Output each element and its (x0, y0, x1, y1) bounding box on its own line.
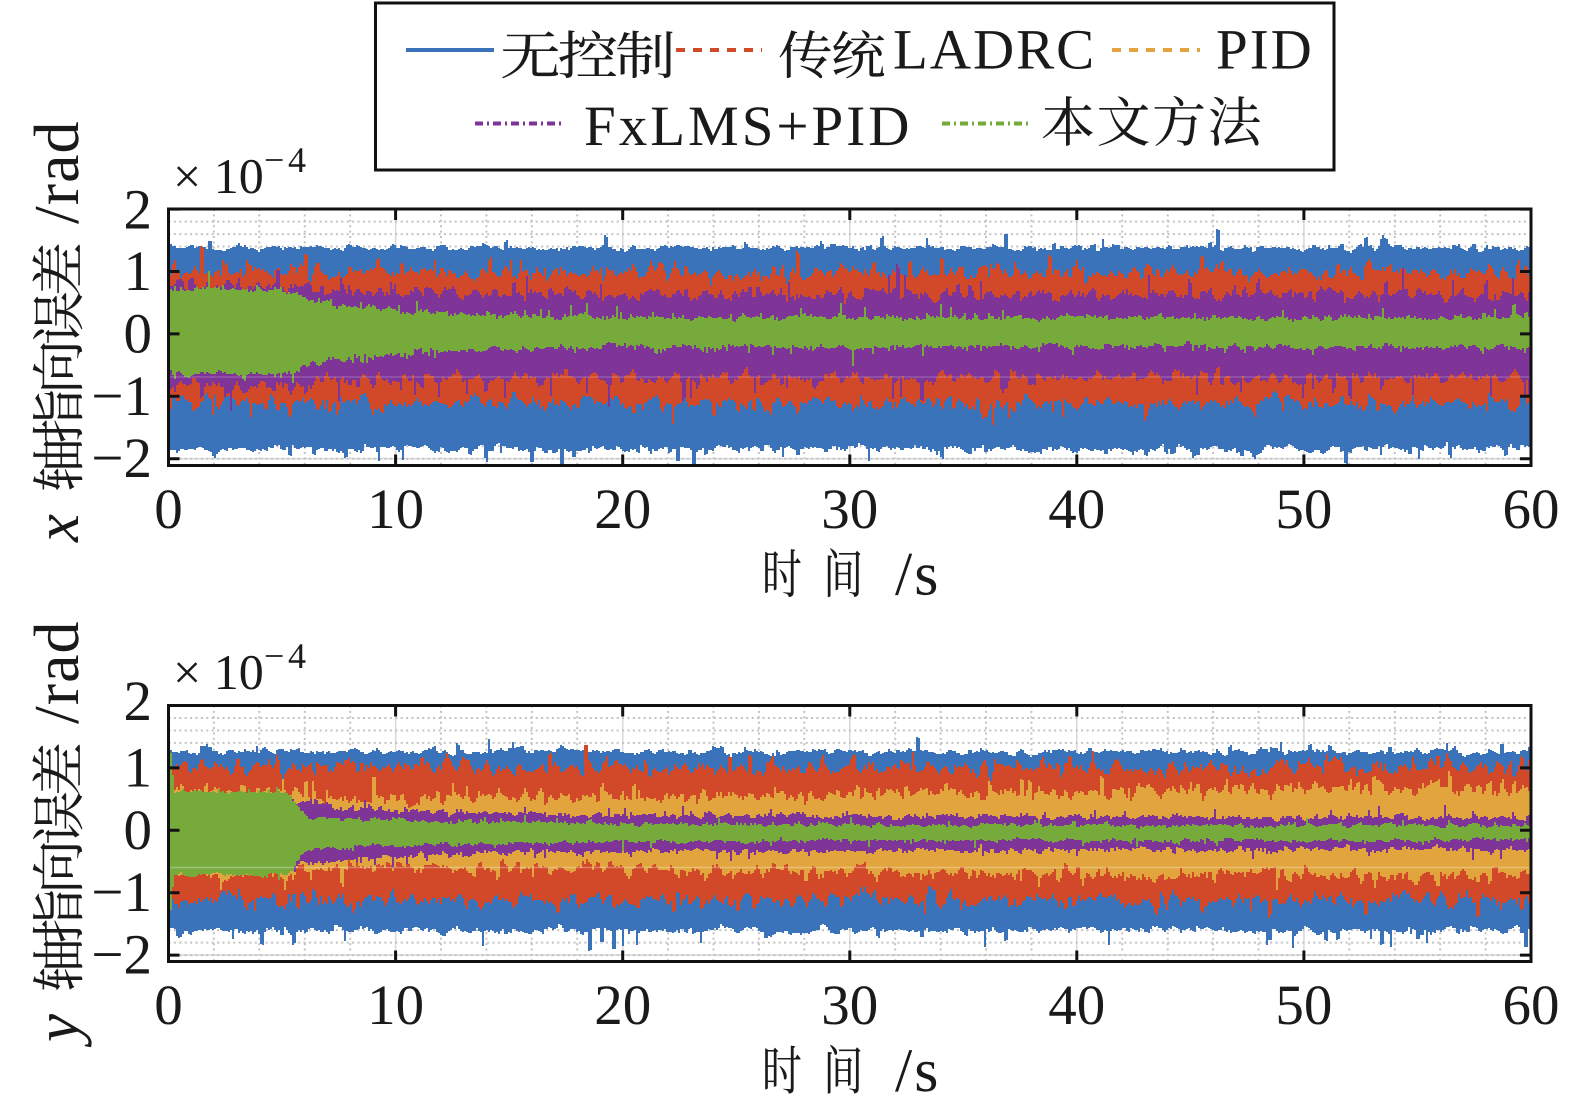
svg-text:2: 2 (124, 670, 153, 733)
svg-text:2: 2 (124, 179, 153, 242)
svg-text:x: x (22, 514, 92, 543)
svg-text:FxLMS+PID: FxLMS+PID (584, 95, 912, 158)
svg-text:50: 50 (1275, 974, 1332, 1037)
svg-text:−1: −1 (91, 861, 152, 924)
svg-text:10: 10 (367, 974, 424, 1037)
svg-text:× 10: × 10 (173, 148, 264, 204)
svg-text:30: 30 (821, 974, 878, 1037)
svg-text:50: 50 (1275, 478, 1332, 541)
svg-text:1: 1 (124, 240, 153, 303)
svg-text:20: 20 (594, 478, 651, 541)
svg-text:PID: PID (1216, 19, 1314, 82)
svg-text:−2: −2 (91, 924, 152, 987)
svg-text:60: 60 (1503, 974, 1560, 1037)
svg-text:/s: /s (895, 1037, 940, 1105)
svg-text:30: 30 (821, 478, 878, 541)
svg-text:/rad: /rad (21, 621, 92, 725)
svg-text:× 10: × 10 (173, 644, 264, 700)
svg-text:1: 1 (124, 736, 153, 799)
svg-text:−1: −1 (91, 365, 152, 428)
svg-text:40: 40 (1048, 478, 1105, 541)
svg-text:20: 20 (594, 974, 651, 1037)
svg-text:y: y (22, 1014, 92, 1048)
svg-text:/rad: /rad (21, 121, 92, 225)
svg-text:0: 0 (124, 799, 153, 862)
svg-text:10: 10 (367, 478, 424, 541)
svg-text:/s: /s (895, 541, 940, 609)
svg-text:LADRC: LADRC (893, 19, 1096, 82)
svg-text:−2: −2 (91, 427, 152, 490)
svg-text:0: 0 (154, 974, 183, 1037)
svg-text:0: 0 (124, 302, 153, 365)
svg-text:40: 40 (1048, 974, 1105, 1037)
svg-text:0: 0 (154, 478, 183, 541)
svg-text:60: 60 (1503, 478, 1560, 541)
